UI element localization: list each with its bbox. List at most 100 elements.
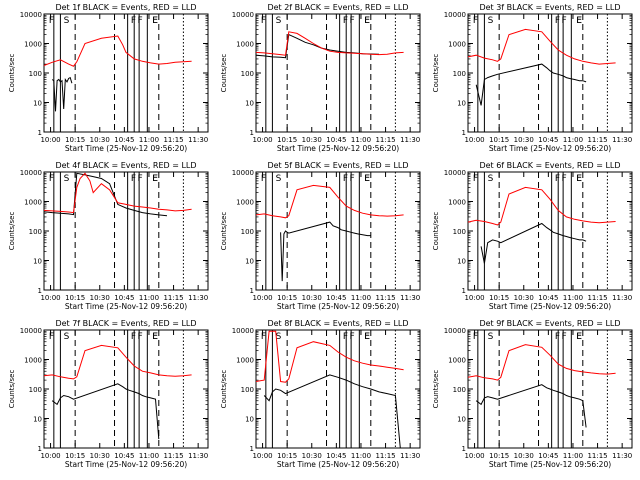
flag-label: F: [343, 332, 348, 342]
flag-label: E: [576, 16, 582, 26]
x-tick-label: 10:45: [538, 452, 558, 460]
x-tick-label: 11:30: [612, 452, 632, 460]
x-tick-label: 10:00: [464, 294, 484, 302]
plot-title: Det 6f BLACK = Events, RED = LLD: [479, 161, 620, 170]
flag-label: E: [152, 174, 158, 184]
plot-panel-1: Det 1f BLACK = Events, RED = LLD 1 10 100 10…: [8, 3, 209, 153]
flag-label: F: [555, 16, 560, 26]
y-tick-label: 100: [241, 228, 254, 236]
x-tick-label: 11:15: [163, 136, 183, 144]
flag-label: F: [343, 16, 348, 26]
x-tick-label: 10:45: [326, 452, 346, 460]
y-tick-label: 1: [250, 287, 254, 295]
y-tick-label: 10: [33, 100, 42, 108]
y-tick-label: 100: [453, 386, 466, 394]
y-tick-label: 10: [245, 416, 254, 424]
y-tick-label: 1000: [236, 199, 254, 207]
x-tick-label: 10:30: [514, 136, 534, 144]
y-tick-label: 10: [245, 258, 254, 266]
x-tick-label: 10:00: [252, 452, 272, 460]
y-tick-label: 100: [29, 386, 42, 394]
flag-label: F: [343, 174, 348, 184]
x-axis-label: Start Time (25-Nov-12 09:56:20): [489, 144, 611, 153]
y-tick-label: 100: [241, 70, 254, 78]
x-tick-label: 11:15: [163, 452, 183, 460]
x-tick-label: 10:00: [464, 136, 484, 144]
y-tick-label: 1000: [448, 357, 466, 365]
x-tick-label: 10:30: [302, 136, 322, 144]
y-tick-label: 100: [29, 70, 42, 78]
y-tick-label: 10: [457, 416, 466, 424]
y-tick-label: 10000: [444, 169, 466, 177]
plot-panel-4: Det 4f BLACK = Events, RED = LLD 1 10 100 10…: [8, 161, 209, 311]
flag-label: F: [349, 332, 354, 342]
y-tick-label: 1: [462, 445, 466, 453]
flag-label: E: [152, 174, 158, 184]
x-tick-label: 11:00: [351, 136, 371, 144]
plot-panel-2: Det 2f BLACK = Events, RED = LLD 1 10 100 10…: [220, 3, 421, 153]
y-axis-label: Counts/sec: [432, 54, 440, 93]
plot-panel-7: Det 7f BLACK = Events, RED = LLD 1 10 100 10…: [8, 319, 209, 469]
y-tick-label: 1000: [448, 199, 466, 207]
flag-label: E: [364, 16, 370, 26]
x-tick-label: 11:00: [139, 294, 159, 302]
flag-label: E: [364, 16, 370, 26]
x-tick-label: 10:00: [464, 452, 484, 460]
flag-label: F: [137, 332, 142, 342]
flag-label: F: [561, 332, 566, 342]
x-tick-label: 10:45: [114, 136, 134, 144]
x-tick-label: 11:30: [188, 452, 208, 460]
plot-title: Det 3f BLACK = Events, RED = LLD: [479, 3, 620, 12]
flag-label: F: [473, 332, 478, 342]
plot-title: Det 9f BLACK = Events, RED = LLD: [479, 319, 620, 328]
x-axis-label: Start Time (25-Nov-12 09:56:20): [277, 302, 399, 311]
flag-label: E: [364, 174, 370, 184]
x-tick-label: 10:00: [40, 294, 60, 302]
flag-label: E: [364, 332, 370, 342]
x-tick-label: 10:00: [252, 294, 272, 302]
plot-panel-9: Det 9f BLACK = Events, RED = LLD 1 10 100 10…: [432, 319, 633, 469]
flag-label: E: [152, 332, 158, 342]
flag-label: F: [261, 174, 266, 184]
y-tick-label: 100: [453, 70, 466, 78]
flag-label: F: [137, 174, 142, 184]
x-axis-label: Start Time (25-Nov-12 09:56:20): [65, 460, 187, 469]
flag-label: F: [349, 174, 354, 184]
series-lld: [43, 35, 192, 67]
flag-label: F: [131, 16, 136, 26]
y-tick-label: 10: [245, 100, 254, 108]
x-tick-label: 10:15: [489, 452, 509, 460]
x-tick-label: 10:45: [326, 136, 346, 144]
series-lld: [255, 31, 404, 56]
x-tick-label: 11:00: [351, 452, 371, 460]
plot-title: Det 2f BLACK = Events, RED = LLD: [267, 3, 408, 12]
flag-label: S: [64, 174, 70, 184]
y-tick-label: 10: [33, 258, 42, 266]
plot-panel-8: Det 8f BLACK = Events, RED = LLD 1 10 100 10…: [220, 319, 421, 469]
flag-label: S: [276, 174, 282, 184]
x-tick-label: 10:30: [302, 452, 322, 460]
x-tick-label: 11:30: [400, 452, 420, 460]
y-tick-label: 1: [250, 129, 254, 137]
y-tick-label: 1000: [236, 357, 254, 365]
plot-panel-3: Det 3f BLACK = Events, RED = LLD 1 10 100 10…: [432, 3, 633, 153]
y-tick-label: 10000: [444, 327, 466, 335]
x-tick-label: 10:45: [114, 294, 134, 302]
series-lld: [467, 344, 616, 381]
flag-label: S: [64, 16, 70, 26]
x-tick-label: 11:15: [375, 294, 395, 302]
y-tick-label: 1000: [236, 41, 254, 49]
plot-panel-6: Det 6f BLACK = Events, RED = LLD 1 10 100 10…: [432, 161, 633, 311]
x-tick-label: 10:15: [489, 136, 509, 144]
flag-label: E: [576, 174, 582, 184]
y-tick-label: 1: [462, 287, 466, 295]
flag-label: F: [555, 174, 560, 184]
y-tick-label: 1: [250, 445, 254, 453]
x-tick-label: 10:15: [277, 294, 297, 302]
y-tick-label: 1000: [24, 199, 42, 207]
y-tick-label: 1: [462, 129, 466, 137]
x-tick-label: 11:00: [563, 136, 583, 144]
x-tick-label: 10:45: [538, 294, 558, 302]
flag-label: F: [261, 332, 266, 342]
x-tick-label: 11:15: [375, 452, 395, 460]
